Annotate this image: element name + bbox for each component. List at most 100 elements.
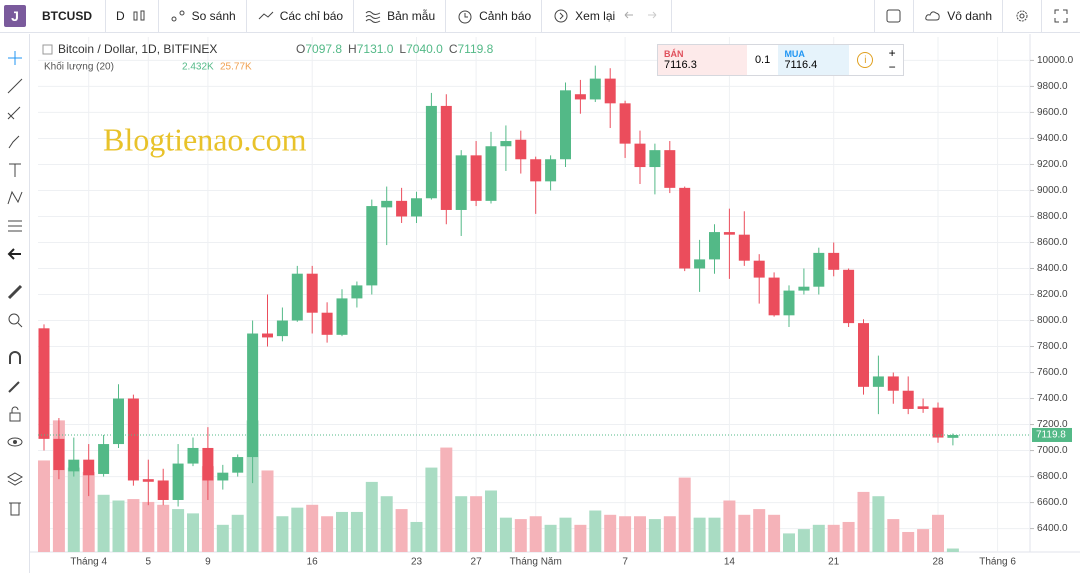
settings[interactable] (1003, 0, 1042, 33)
logo[interactable]: J (4, 5, 26, 27)
indicators-icon (258, 11, 274, 20)
volume-bar (142, 501, 155, 552)
compare-icon (171, 10, 185, 22)
candle-body (83, 459, 95, 476)
volume-bar (544, 524, 557, 552)
visibility-tool[interactable] (5, 432, 25, 452)
candle-body (753, 260, 765, 278)
last-price-box (1032, 427, 1072, 442)
text-tool[interactable] (5, 160, 25, 180)
undo-icon[interactable] (620, 7, 638, 25)
gear-icon (1016, 10, 1028, 22)
volume-bar (842, 521, 855, 552)
candle-body (291, 273, 303, 321)
collapse-icon[interactable] (42, 44, 53, 55)
pattern-tool[interactable] (5, 188, 25, 208)
volume-bar (410, 521, 423, 552)
buy-button[interactable]: MUA 7116.4 (778, 45, 850, 75)
templates[interactable]: Bản mẫu (354, 0, 447, 33)
volume-bar (350, 511, 363, 552)
symbol[interactable]: BTCUSD (32, 0, 106, 33)
volume-bar (589, 510, 602, 552)
candle-body (336, 298, 348, 335)
ohlc-key: L (399, 42, 406, 56)
candle-body (455, 155, 467, 210)
volume-bar (112, 500, 125, 552)
indicators[interactable]: Các chỉ báo (247, 0, 355, 33)
candle-body (202, 447, 214, 481)
trash-tool[interactable] (5, 498, 25, 518)
replay[interactable]: Xem lại (542, 0, 673, 33)
info-button[interactable]: i (849, 45, 881, 75)
volume-bar (380, 496, 393, 552)
candle-body (947, 434, 959, 438)
lock-drawing-tool[interactable] (5, 376, 25, 396)
magnet-tool[interactable] (5, 348, 25, 368)
indicators-label: Các chỉ báo (279, 9, 344, 23)
sell-button[interactable]: BÁN 7116.3 (658, 45, 747, 75)
volume-bar (768, 514, 781, 552)
candle-body (157, 480, 169, 500)
brush-tool[interactable] (5, 132, 25, 152)
volume-bar (321, 516, 334, 552)
y-tick-label: 7600.0 (1037, 367, 1068, 378)
ohlc-value: 7119.8 (457, 42, 493, 56)
y-tick-label: 9400.0 (1037, 133, 1068, 144)
x-tick-label: Tháng 4 (70, 557, 107, 568)
buy-label: MUA (784, 49, 805, 59)
user[interactable]: Vô danh (914, 0, 1003, 33)
volume-bar (648, 519, 661, 552)
redo-icon[interactable] (643, 7, 661, 25)
volume-bar (440, 447, 453, 552)
ohlc-value: 7097.8 (305, 42, 342, 56)
y-tick-label: 7400.0 (1037, 393, 1068, 404)
volume-bar (127, 499, 140, 552)
interval[interactable]: D (106, 0, 159, 33)
y-tick-label: 8400.0 (1037, 263, 1068, 274)
candle-body (664, 150, 676, 188)
fib-tool[interactable] (5, 104, 25, 124)
measure-tool[interactable] (5, 282, 25, 302)
compare[interactable]: So sánh (159, 0, 247, 33)
y-tick-label: 9800.0 (1037, 81, 1068, 92)
lock-tool[interactable] (5, 404, 25, 424)
volume-bar (485, 490, 497, 552)
fullscreen-toggle[interactable] (874, 0, 915, 33)
x-tick-label: Tháng 6 (979, 557, 1016, 568)
spread: 0.1 (754, 54, 771, 66)
volume-bar (306, 504, 319, 552)
series-title[interactable]: Bitcoin / Dollar, 1D, BITFINEX (58, 42, 217, 56)
volume-bar (365, 481, 378, 552)
user-label: Vô danh (947, 9, 992, 23)
plus: + (888, 46, 896, 60)
crosshair-tool[interactable] (5, 48, 25, 68)
candle-body (932, 407, 944, 438)
volume-bar (708, 517, 721, 552)
compare-label: So sánh (191, 9, 236, 23)
candle-body (127, 398, 139, 481)
expand[interactable] (1042, 0, 1080, 33)
y-tick-label: 9200.0 (1037, 159, 1068, 170)
candle-body (306, 273, 318, 313)
alerts[interactable]: Cảnh báo (446, 0, 543, 33)
candle-body (798, 286, 810, 291)
candle-body (53, 438, 65, 471)
volume-bar (499, 517, 512, 552)
trendline-tool[interactable] (5, 76, 25, 96)
expand-icon (1054, 9, 1068, 23)
candle-body (396, 200, 408, 217)
volume-bar (857, 491, 870, 552)
layers-tool[interactable] (5, 470, 25, 490)
volume-bar (529, 516, 542, 552)
candle-body (649, 150, 661, 168)
volume-title[interactable]: Khối lượng (20) (44, 61, 114, 73)
back-tool[interactable] (5, 244, 25, 264)
qty-stepper[interactable]: + − (881, 45, 903, 75)
zoom-tool[interactable] (5, 310, 25, 330)
forecast-tool[interactable] (5, 216, 25, 236)
candle-body (604, 78, 616, 104)
volume-bar (678, 477, 691, 552)
candle-body (574, 94, 586, 100)
templates-icon (365, 11, 381, 23)
